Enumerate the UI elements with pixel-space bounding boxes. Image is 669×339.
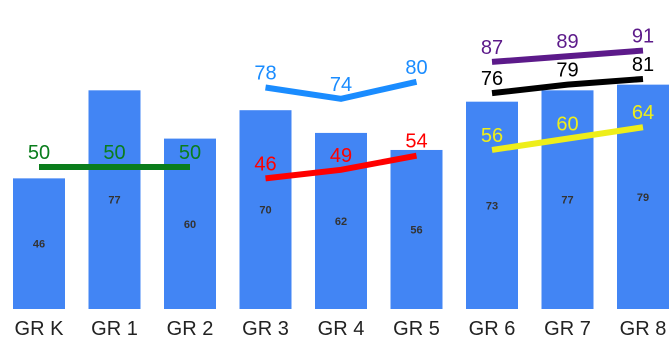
series-point-label: 81 [632, 54, 654, 76]
series-point-label: 60 [556, 114, 578, 136]
series-point-label: 91 [632, 26, 654, 48]
series-point-label: 64 [632, 102, 654, 124]
bar-value-label: 77 [108, 195, 120, 207]
series-point-label: 89 [556, 31, 578, 53]
series-point-label: 76 [481, 68, 503, 90]
series-point-label: 49 [330, 145, 352, 167]
category-label: GR 8 [620, 318, 667, 339]
series-point-label: 50 [28, 142, 50, 164]
bar-gr-6 [466, 101, 518, 310]
category-label: GR 2 [167, 318, 214, 339]
bar-gr-3 [239, 110, 292, 309]
bars-group: 46 77 60 70 62 56 73 77 79 [13, 84, 669, 310]
series-line-6 [491, 47, 644, 65]
series-point-label: 79 [556, 60, 578, 82]
bar-value-label: 60 [184, 219, 196, 231]
category-label: GR 5 [393, 318, 440, 339]
bar-gr-7 [541, 90, 594, 309]
series-line-2 [265, 152, 418, 182]
series-point-label: 46 [254, 153, 276, 175]
series-point-label: 74 [330, 74, 352, 96]
category-label: GR 7 [544, 318, 591, 339]
bar-value-label: 56 [410, 224, 422, 236]
series-line-3 [265, 78, 418, 102]
series-point-label: 56 [481, 125, 503, 147]
bar-value-label: 62 [335, 216, 347, 228]
bar-value-label: 73 [486, 200, 498, 212]
series-point-label: 50 [103, 142, 125, 164]
bar-gr-5 [390, 149, 443, 309]
category-label: GR 4 [318, 318, 365, 339]
series-line-5 [491, 75, 644, 97]
category-label: GR 6 [469, 318, 516, 339]
series-point-label: 54 [405, 131, 427, 153]
category-label: GR K [15, 318, 65, 339]
category-labels-group: GR K GR 1 GR 2 GR 3 GR 4 GR 5 GR 6 GR 7 GR 8 [15, 318, 667, 339]
series-point-label: 80 [405, 57, 427, 79]
series-point-label: 50 [179, 142, 201, 164]
bar-gr-1 [88, 90, 141, 309]
bar-value-label: 46 [33, 239, 45, 251]
category-label: GR 3 [242, 318, 289, 339]
series-point-label: 87 [481, 37, 503, 59]
series-line-4 [491, 124, 644, 153]
bar-gr-8 [617, 84, 669, 309]
bar-value-label: 70 [259, 205, 271, 217]
bar-gr-4 [315, 132, 367, 309]
category-label: GR 1 [91, 318, 138, 339]
bar-gr-k [13, 178, 65, 309]
bar-value-label: 77 [561, 195, 573, 207]
bar-value-label: 79 [637, 192, 649, 204]
series-point-label: 78 [254, 62, 276, 84]
lines-group: 50 50 50 46 49 54 78 74 80 56 60 64 76 79 81 87 89 91 [28, 26, 654, 182]
